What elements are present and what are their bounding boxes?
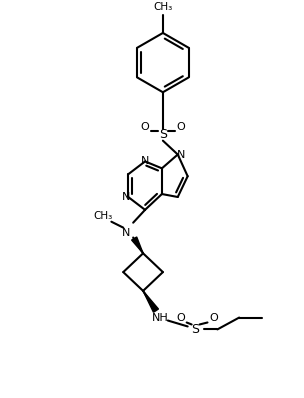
Text: N: N (122, 192, 130, 202)
Text: S: S (159, 128, 167, 141)
Text: N: N (122, 228, 130, 238)
Text: O: O (176, 122, 185, 132)
Text: N: N (177, 150, 185, 160)
Text: CH₃: CH₃ (94, 211, 113, 221)
Text: S: S (192, 323, 200, 336)
Text: NH: NH (152, 312, 168, 322)
Text: O: O (141, 122, 150, 132)
Text: O: O (209, 312, 218, 322)
Text: N: N (141, 156, 149, 166)
Text: CH₃: CH₃ (153, 2, 173, 12)
Polygon shape (143, 291, 158, 312)
Polygon shape (132, 237, 143, 253)
Text: O: O (176, 312, 185, 322)
